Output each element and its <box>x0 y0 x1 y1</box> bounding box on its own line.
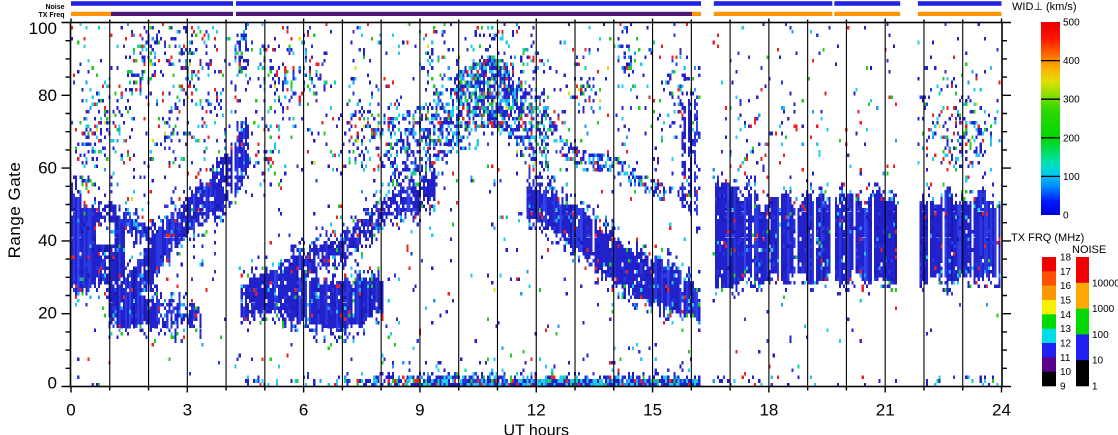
svg-text:100: 100 <box>1092 330 1109 341</box>
svg-text:300: 300 <box>1063 95 1080 106</box>
svg-text:UT hours: UT hours <box>503 423 569 435</box>
svg-text:400: 400 <box>1063 56 1080 67</box>
svg-text:18: 18 <box>759 401 778 420</box>
svg-text:40: 40 <box>38 231 57 250</box>
svg-text:TX FRQ (MHz): TX FRQ (MHz) <box>1011 232 1084 244</box>
svg-text:500: 500 <box>1063 18 1080 29</box>
svg-text:Noise: Noise <box>45 4 64 11</box>
svg-text:9: 9 <box>1060 382 1066 393</box>
svg-text:10: 10 <box>1060 367 1072 378</box>
svg-text:20: 20 <box>38 304 57 323</box>
svg-text:100: 100 <box>1063 172 1080 183</box>
svg-text:13: 13 <box>1060 324 1072 335</box>
svg-text:60: 60 <box>38 159 57 178</box>
svg-text:14: 14 <box>1060 310 1072 321</box>
svg-text:17: 17 <box>1060 267 1072 278</box>
svg-text:0: 0 <box>48 374 57 393</box>
svg-text:9: 9 <box>415 401 424 420</box>
svg-text:18: 18 <box>1060 253 1072 264</box>
svg-text:12: 12 <box>527 401 546 420</box>
svg-text:Range Gate: Range Gate <box>5 162 24 259</box>
svg-text:10000: 10000 <box>1092 278 1118 289</box>
svg-text:1000: 1000 <box>1092 304 1115 315</box>
svg-text:24: 24 <box>992 401 1011 420</box>
svg-text:NOISE: NOISE <box>1072 244 1106 256</box>
svg-text:15: 15 <box>1060 296 1072 307</box>
svg-text:12: 12 <box>1060 339 1072 350</box>
svg-text:21: 21 <box>876 401 895 420</box>
svg-text:3: 3 <box>183 401 192 420</box>
svg-text:WID⊥ (km/s): WID⊥ (km/s) <box>1012 1 1077 13</box>
svg-text:1: 1 <box>1092 382 1098 393</box>
svg-text:6: 6 <box>299 401 308 420</box>
svg-text:16: 16 <box>1060 281 1072 292</box>
svg-text:0: 0 <box>1063 211 1069 222</box>
svg-text:10: 10 <box>1092 356 1104 367</box>
svg-text:TX Freq: TX Freq <box>38 12 64 19</box>
svg-text:100: 100 <box>29 19 57 38</box>
svg-text:200: 200 <box>1063 133 1080 144</box>
svg-text:15: 15 <box>643 401 662 420</box>
svg-text:11: 11 <box>1060 353 1071 364</box>
svg-text:80: 80 <box>38 86 57 105</box>
svg-text:0: 0 <box>66 401 75 420</box>
